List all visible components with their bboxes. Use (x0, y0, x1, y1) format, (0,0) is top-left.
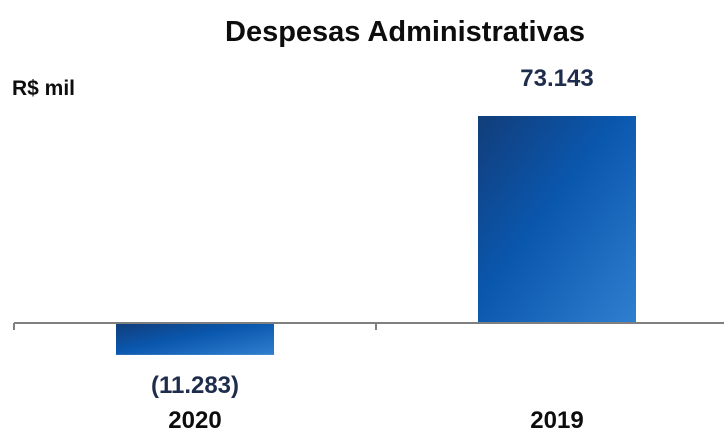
category-label-2020: 2020 (168, 407, 221, 434)
unit-label: R$ mil (12, 77, 75, 100)
bar-2020 (116, 323, 274, 355)
data-label-2020: (11.283) (151, 372, 239, 399)
bar-2019 (478, 116, 636, 323)
category-label-2019: 2019 (530, 407, 583, 434)
chart-title: Despesas Administrativas (225, 16, 585, 48)
data-label-2019: 73.143 (520, 65, 593, 92)
